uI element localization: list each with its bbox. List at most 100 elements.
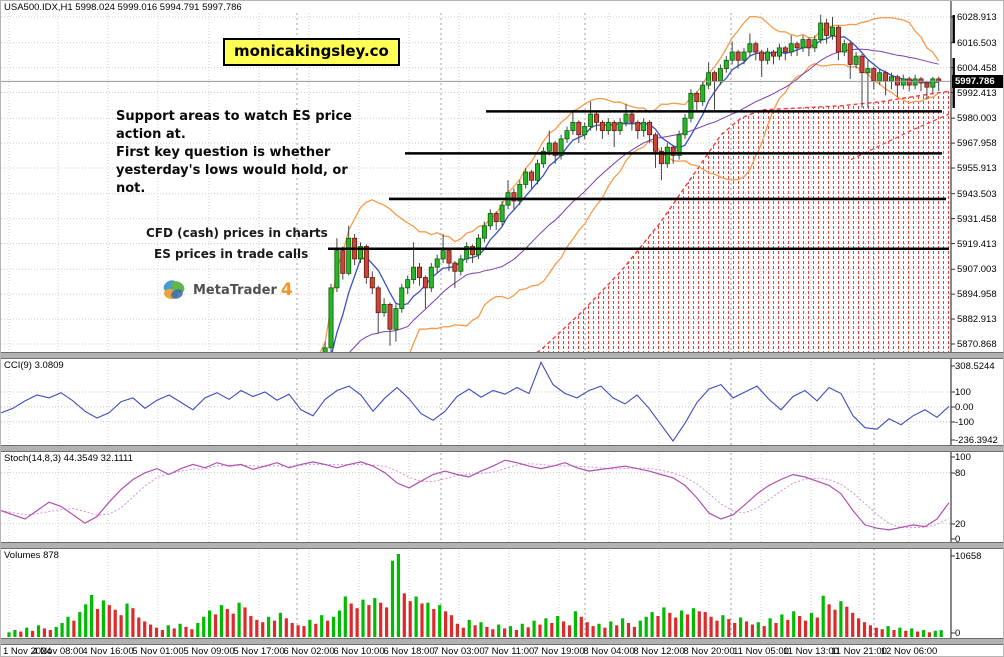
volume-bar bbox=[567, 625, 572, 637]
volume-bar bbox=[827, 604, 831, 637]
bullish-candle bbox=[428, 266, 434, 289]
volume-bar bbox=[880, 629, 884, 637]
volume-bar bbox=[84, 604, 88, 637]
volume-bar bbox=[449, 615, 454, 637]
volume-bar bbox=[119, 615, 123, 637]
bullish-candle bbox=[877, 72, 883, 82]
ichimoku-cloud bbox=[537, 91, 949, 352]
bearish-candle bbox=[753, 43, 759, 53]
metatrader-logo-icon bbox=[163, 280, 185, 300]
bullish-candle bbox=[641, 121, 647, 132]
time-axis[interactable] bbox=[1, 645, 1003, 656]
price-axis[interactable] bbox=[952, 1, 1003, 645]
volume-bar bbox=[874, 627, 878, 637]
bearish-candle bbox=[493, 212, 499, 223]
volume-bar bbox=[927, 632, 931, 637]
volume-bar bbox=[349, 603, 353, 637]
bullish-candle bbox=[676, 134, 682, 156]
bullish-candle bbox=[405, 279, 411, 289]
volume-bar bbox=[154, 627, 159, 637]
bullish-candle bbox=[276, 412, 280, 420]
volume-bar bbox=[90, 594, 94, 637]
volume-bar bbox=[379, 602, 383, 637]
bearish-candle bbox=[847, 43, 853, 65]
panel-separator[interactable] bbox=[1, 352, 1003, 359]
volume-bar bbox=[656, 615, 660, 637]
bullish-candle bbox=[765, 51, 771, 61]
volume-bar bbox=[249, 615, 253, 637]
bullish-candle bbox=[747, 43, 753, 53]
volume-bar bbox=[562, 621, 566, 637]
bullish-candle bbox=[812, 39, 818, 49]
volume-bar bbox=[196, 622, 200, 637]
volume-bar bbox=[473, 625, 477, 637]
bullish-candle bbox=[499, 204, 505, 223]
volume-bar bbox=[839, 601, 843, 637]
volume-bar bbox=[803, 620, 808, 637]
volume-bar bbox=[739, 617, 743, 637]
bearish-candle bbox=[806, 39, 812, 49]
volume-bar bbox=[862, 622, 867, 637]
volume-bar bbox=[556, 615, 560, 637]
bullish-candle bbox=[487, 212, 493, 227]
volume-bar bbox=[461, 627, 465, 637]
panel-separator[interactable] bbox=[1, 638, 1003, 645]
bullish-candle bbox=[788, 43, 794, 53]
main-price-panel[interactable] bbox=[1, 14, 951, 477]
volumes-indicator-label: Volumes 878 bbox=[4, 550, 59, 561]
panel-separator[interactable] bbox=[1, 542, 1003, 549]
volume-bar bbox=[621, 618, 625, 637]
volume-bar bbox=[160, 629, 164, 637]
bullish-candle bbox=[399, 287, 405, 309]
volume-bar bbox=[585, 622, 589, 637]
metatrader-logo: MetaTrader 4 bbox=[161, 277, 293, 303]
bearish-candle bbox=[794, 43, 800, 49]
volume-bar bbox=[213, 614, 218, 637]
slow-ma-line bbox=[349, 48, 939, 352]
bullish-candle bbox=[700, 84, 706, 103]
volume-bar bbox=[780, 614, 784, 637]
bullish-candle bbox=[706, 72, 712, 86]
bullish-candle bbox=[357, 246, 363, 260]
bullish-candle bbox=[865, 68, 871, 74]
volume-bar bbox=[78, 612, 82, 637]
bearish-candle bbox=[511, 192, 517, 202]
bullish-candle bbox=[434, 258, 440, 268]
volume-bar bbox=[591, 626, 595, 637]
es-prices-note: ES prices in trade calls bbox=[154, 247, 309, 261]
volume-bar bbox=[756, 622, 760, 637]
bearish-candle bbox=[735, 51, 741, 61]
bullish-candle bbox=[328, 287, 334, 349]
bearish-candle bbox=[670, 146, 676, 156]
volume-bar bbox=[54, 626, 58, 637]
volume-bar bbox=[632, 626, 636, 637]
volume-bar bbox=[898, 627, 902, 637]
bullish-candle bbox=[930, 78, 936, 88]
volume-bar bbox=[255, 619, 259, 637]
bullish-candle bbox=[729, 51, 735, 61]
stoch-signal-line bbox=[1, 463, 950, 529]
volume-bar bbox=[786, 619, 790, 637]
bullish-candle bbox=[334, 250, 340, 289]
bullish-candle bbox=[322, 347, 328, 352]
bullish-candle bbox=[717, 68, 723, 82]
bearish-candle bbox=[416, 266, 422, 278]
bullish-candle bbox=[800, 39, 806, 49]
volume-bar bbox=[532, 620, 536, 637]
bullish-candle bbox=[853, 55, 859, 65]
bullish-candle bbox=[818, 22, 824, 40]
bearish-candle bbox=[653, 134, 659, 152]
bullish-candle bbox=[346, 237, 352, 274]
volume-bar bbox=[904, 630, 908, 637]
volume-bar bbox=[432, 608, 436, 637]
bearish-candle bbox=[340, 250, 346, 274]
volume-bar bbox=[603, 627, 607, 637]
bearish-candle bbox=[422, 277, 428, 289]
panel-separator[interactable] bbox=[1, 445, 1003, 452]
analyst-annotation: Support areas to watch ES price action a… bbox=[116, 108, 378, 198]
volume-bar bbox=[550, 622, 554, 637]
volume-bar bbox=[385, 607, 389, 637]
volume-bar bbox=[331, 616, 336, 637]
volume-bar bbox=[25, 627, 29, 637]
